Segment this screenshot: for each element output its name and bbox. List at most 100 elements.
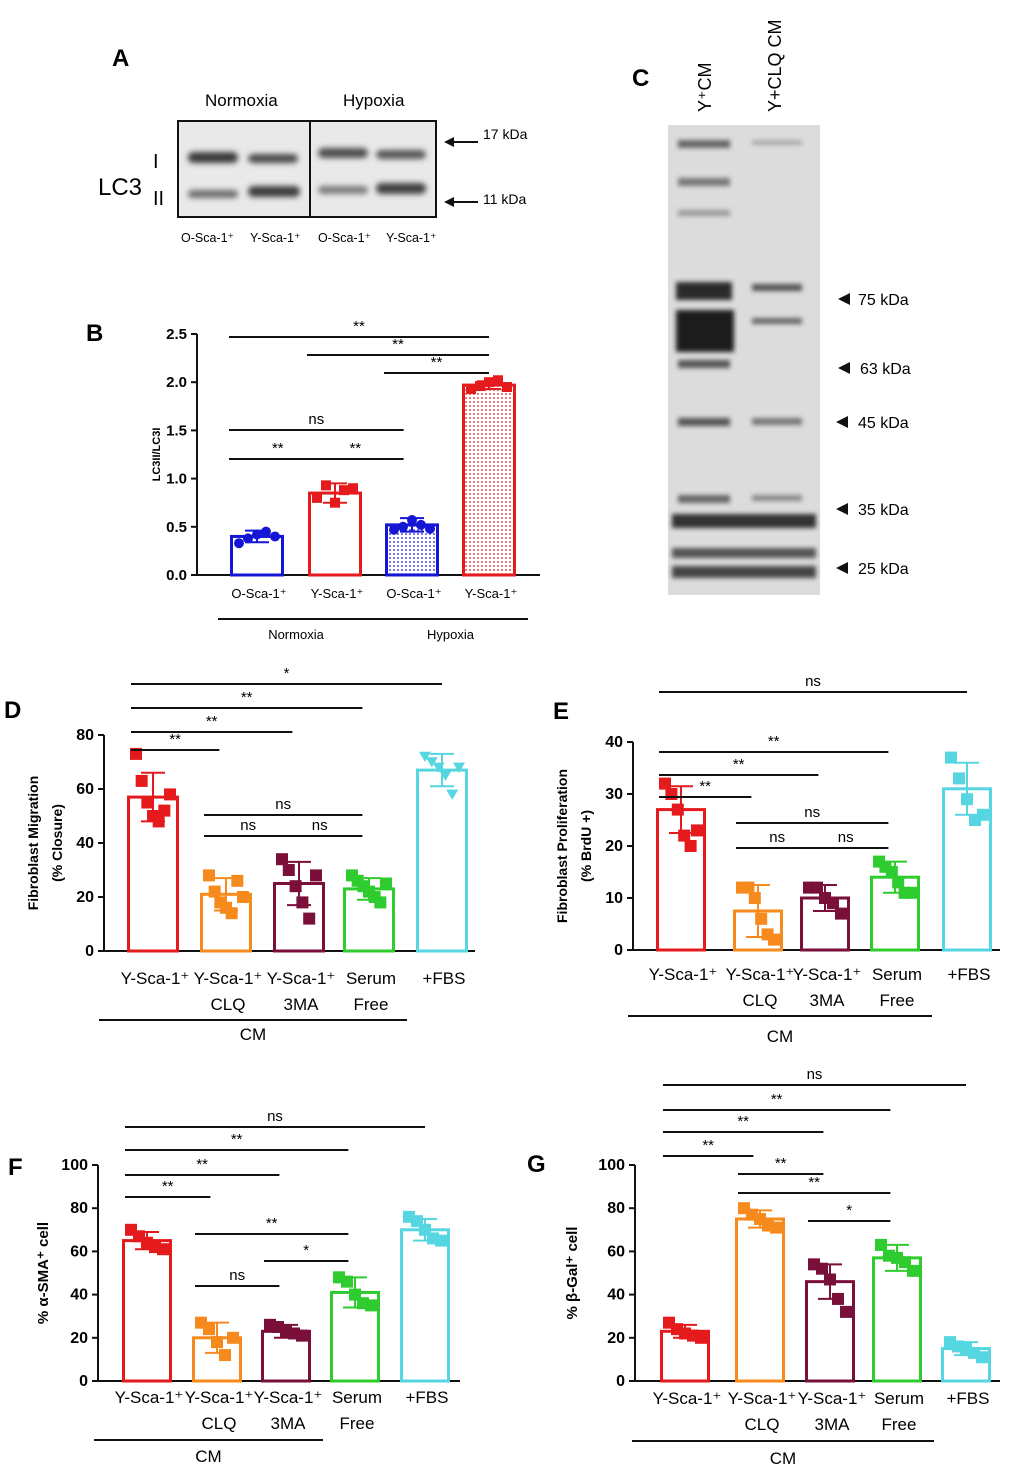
data-point	[827, 897, 839, 910]
blot-a-group-normoxia: Normoxia	[205, 91, 278, 110]
data-point	[270, 531, 280, 542]
y-tick-label: 20	[70, 1330, 88, 1347]
data-point	[832, 1292, 844, 1305]
significance-label: *	[846, 1202, 852, 1219]
blot-c: C Y⁺CM Y+CLQ CM 75 kDa 6	[632, 19, 911, 595]
data-point	[840, 1305, 852, 1318]
significance-label: ns	[838, 829, 854, 846]
significance-label: **	[737, 1113, 749, 1130]
data-point	[157, 1243, 169, 1256]
x-tick-label: Y-Sca-1⁺	[728, 1389, 797, 1408]
data-point	[312, 492, 322, 503]
data-point	[446, 789, 459, 800]
data-point	[227, 1331, 239, 1344]
y-tick-label: 20	[607, 1330, 625, 1347]
data-point	[203, 869, 215, 882]
chart-e: E 0 10 20 30 40 Fibroblast Proliferation (% Brd…	[553, 673, 1000, 1046]
y-tick-label: 80	[607, 1200, 625, 1217]
x-tick-label-2: CLQ	[211, 995, 246, 1014]
blot-c-lane-2: Y+CLQ CM	[765, 19, 785, 112]
significance-label: ns	[805, 673, 821, 690]
bar	[462, 383, 516, 577]
bar	[416, 768, 468, 953]
x-tick-label: Y-Sca-1⁺	[254, 1388, 323, 1407]
x-tick-label: +FBS	[406, 1388, 449, 1407]
blot-a-band-i: I	[153, 151, 159, 173]
significance-label: **	[272, 440, 284, 457]
significance-label: *	[303, 1242, 309, 1259]
data-point	[475, 381, 485, 392]
data-point	[152, 815, 165, 828]
band	[248, 154, 298, 163]
svg-text:45 kDa: 45 kDa	[858, 415, 909, 432]
data-point	[341, 1275, 353, 1288]
significance-label: **	[353, 318, 365, 335]
data-point	[389, 524, 399, 535]
data-point	[659, 777, 671, 790]
data-point	[243, 533, 253, 544]
x-tick-label: Serum	[346, 969, 396, 988]
data-point	[330, 497, 340, 508]
group-label: Normoxia	[268, 627, 324, 642]
x-tick-label-2: CLQ	[745, 1415, 780, 1434]
data-point	[811, 881, 823, 894]
data-point	[164, 788, 176, 801]
y-tick-label: 40	[70, 1287, 88, 1304]
y-tick-label: 60	[76, 781, 94, 798]
data-point	[748, 892, 761, 904]
x-tick-label: Y-Sca-1⁺	[194, 969, 263, 988]
y-tick-label: 0	[79, 1373, 88, 1390]
significance-label: ns	[308, 411, 324, 428]
panel-letter-a: A	[112, 45, 129, 72]
bar	[735, 1217, 785, 1383]
x-tick-label-2: 3MA	[810, 991, 846, 1010]
y-tick-label: 0.5	[166, 519, 187, 536]
data-point	[671, 803, 684, 816]
x-tick-label: Serum	[332, 1388, 382, 1407]
svg-text:63 kDa: 63 kDa	[860, 361, 911, 378]
y-axis-label: % α-SMA⁺ cell	[35, 1222, 52, 1324]
significance-label: ns	[312, 817, 328, 834]
data-point	[208, 885, 221, 898]
data-point	[252, 529, 262, 540]
blot-a-target: LC3	[98, 174, 142, 201]
data-point	[977, 808, 989, 821]
group-label: CM	[767, 1027, 793, 1046]
significance-label: ns	[267, 1108, 283, 1125]
svg-text:11 kDa: 11 kDa	[483, 191, 527, 207]
y-tick-label: 0	[85, 943, 94, 960]
bar	[872, 1256, 922, 1383]
data-point	[237, 891, 249, 903]
significance-label: **	[768, 733, 780, 750]
blot-a-lane-2: Y-Sca-1⁺	[250, 231, 301, 245]
data-point	[435, 1234, 447, 1247]
significance-label: **	[392, 336, 404, 353]
y-tick-label: 2.0	[166, 374, 187, 391]
data-point	[755, 912, 768, 925]
data-point	[380, 877, 392, 890]
x-tick-label: O-Sca-1⁺	[386, 586, 441, 601]
x-tick-label-2: 3MA	[815, 1415, 851, 1434]
group-label: CM	[195, 1447, 221, 1466]
x-tick-label-2: 3MA	[284, 995, 320, 1014]
significance-label: **	[169, 731, 181, 748]
data-point	[439, 770, 452, 781]
y-tick-label: 80	[70, 1200, 88, 1217]
y-tick-label: 80	[76, 727, 94, 744]
data-point	[310, 869, 322, 882]
data-point	[892, 876, 905, 889]
data-point	[493, 375, 503, 386]
y-tick-label: 40	[605, 734, 623, 751]
data-point	[203, 1323, 215, 1336]
blot-a: A Normoxia Hypoxia LC3 I II 17 kDa 11 kD…	[98, 45, 528, 245]
data-point	[303, 912, 316, 925]
blot-a-lane-3: O-Sca-1⁺	[318, 231, 371, 245]
x-tick-label: Serum	[874, 1389, 924, 1408]
blot-a-bands	[188, 148, 426, 198]
significance-label: **	[241, 689, 253, 706]
data-point	[665, 788, 678, 800]
blot-c-marker-25: 25 kDa	[836, 561, 909, 578]
blot-c-marker-75: 75 kDa	[838, 292, 909, 309]
